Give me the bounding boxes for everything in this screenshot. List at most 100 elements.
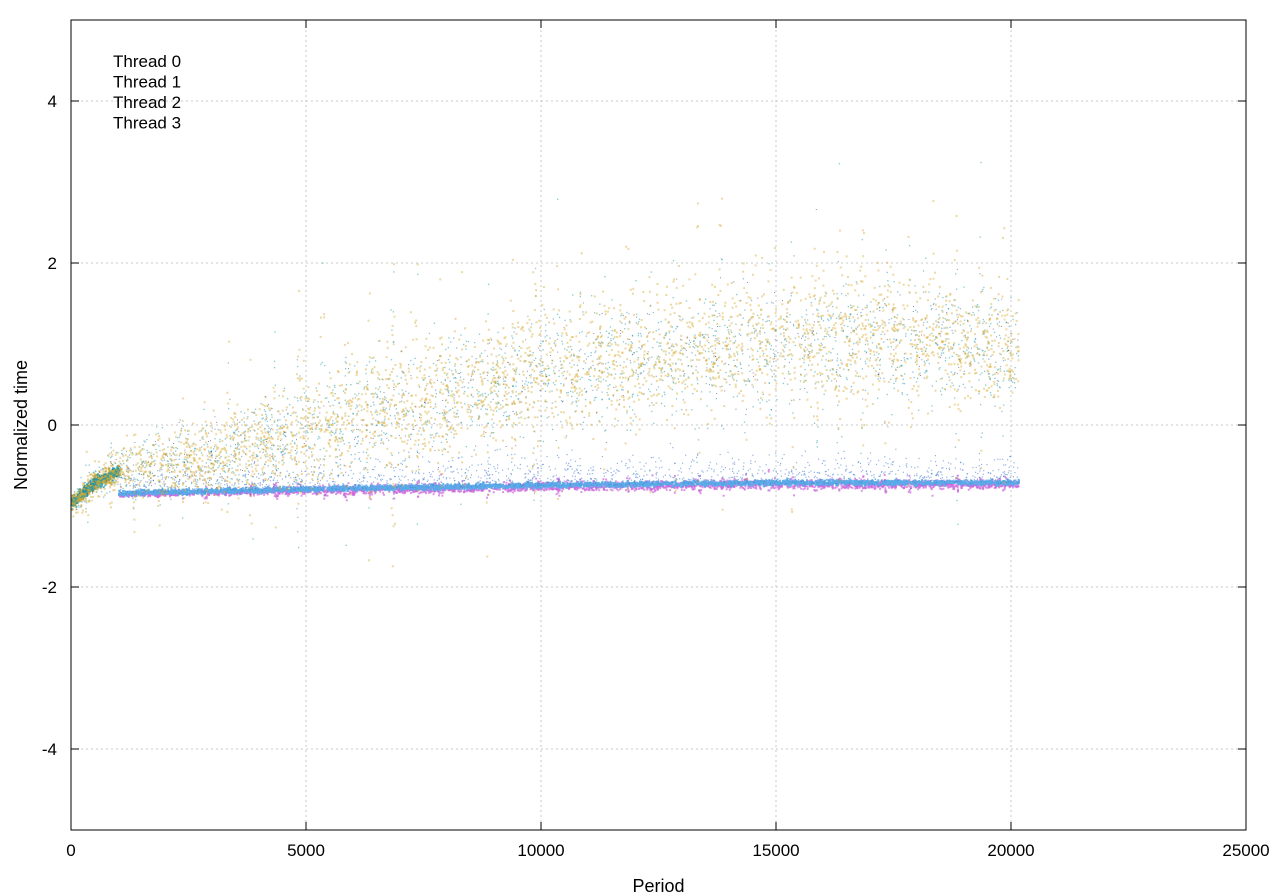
data-point: [479, 488, 482, 491]
data-point: [730, 480, 732, 483]
data-point: [434, 487, 437, 490]
data-point: [559, 486, 562, 489]
data-point: [714, 487, 717, 490]
data-point: [825, 478, 828, 481]
data-point: [477, 481, 480, 484]
data-point: [793, 494, 795, 497]
data-point: [635, 488, 638, 491]
data-point: [609, 488, 612, 491]
data-point: [873, 485, 876, 488]
data-point: [744, 485, 747, 488]
data-point: [530, 483, 533, 486]
data-point: [814, 481, 817, 484]
data-point: [728, 486, 731, 489]
data-point: [626, 477, 629, 480]
data-point: [528, 485, 531, 488]
data-point: [342, 493, 345, 496]
data-point: [648, 481, 651, 483]
data-point: [716, 486, 719, 488]
data-point: [180, 490, 183, 493]
data-point: [524, 488, 527, 491]
data-point: [790, 477, 793, 480]
data-point: [733, 484, 736, 487]
data-point: [563, 485, 566, 488]
data-point: [162, 490, 165, 493]
data-point: [975, 483, 978, 486]
data-point: [419, 491, 422, 494]
data-point: [577, 481, 580, 483]
data-point: [249, 485, 252, 488]
data-point: [239, 491, 241, 494]
data-point: [474, 488, 477, 491]
data-point: [890, 485, 893, 488]
data-point: [961, 484, 964, 487]
data-point: [296, 491, 299, 494]
data-point: [651, 474, 654, 477]
data-point: [839, 482, 842, 485]
data-point: [646, 488, 649, 491]
data-point: [929, 485, 932, 488]
data-point: [778, 487, 781, 490]
data-point: [422, 491, 425, 494]
data-point: [699, 492, 702, 495]
data-point: [977, 486, 980, 489]
data-point: [638, 485, 641, 488]
data-point: [549, 487, 552, 490]
data-point: [244, 491, 247, 494]
data-point: [809, 479, 812, 482]
data-point: [551, 480, 554, 483]
data-point: [733, 477, 736, 480]
data-point: [587, 486, 590, 489]
data-point: [767, 470, 770, 473]
data-point: [632, 487, 635, 490]
data-point: [488, 489, 491, 492]
data-point: [829, 478, 832, 481]
data-point: [713, 485, 716, 488]
data-point: [492, 487, 495, 490]
data-point: [827, 483, 830, 486]
data-point: [445, 484, 447, 487]
data-point: [854, 477, 857, 480]
data-point: [354, 491, 357, 494]
data-point: [900, 484, 903, 487]
data-point: [514, 487, 517, 490]
data-point: [465, 490, 468, 493]
data-point: [592, 489, 595, 492]
data-point: [721, 477, 724, 480]
data-point: [374, 490, 377, 493]
data-point: [273, 495, 276, 497]
data-point: [275, 482, 278, 484]
data-point: [786, 486, 789, 489]
data-point: [985, 482, 988, 485]
data-point: [834, 481, 836, 484]
data-point: [628, 483, 631, 486]
data-point: [618, 484, 620, 487]
data-point: [338, 487, 341, 490]
data-point: [482, 489, 485, 492]
data-point: [414, 484, 417, 487]
data-point: [461, 480, 464, 482]
data-point: [322, 484, 325, 487]
data-point: [638, 488, 640, 490]
data-point: [287, 485, 290, 488]
data-point: [463, 490, 466, 493]
data-point: [824, 484, 827, 487]
data-point: [374, 492, 377, 495]
data-point: [457, 490, 460, 493]
data-point: [614, 480, 617, 483]
data-point: [437, 487, 440, 490]
data-point: [806, 488, 809, 490]
data-point: [918, 486, 921, 489]
data-point: [653, 487, 656, 490]
data-point: [573, 482, 576, 485]
data-point: [855, 484, 858, 487]
data-point: [860, 489, 863, 492]
data-point: [854, 485, 856, 488]
data-point: [442, 483, 445, 485]
data-point: [1003, 488, 1006, 491]
data-point: [525, 489, 528, 492]
data-point: [285, 486, 288, 489]
data-point: [556, 477, 559, 480]
data-point: [318, 491, 321, 494]
data-point: [311, 492, 314, 495]
